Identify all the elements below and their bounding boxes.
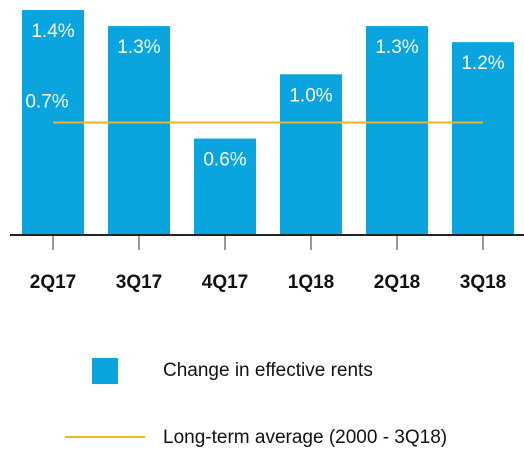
x-tick-label: 3Q17: [116, 272, 162, 293]
average-label: 0.7%: [25, 92, 68, 113]
value-label: 1.2%: [461, 53, 504, 74]
x-tick-label: 1Q18: [288, 272, 334, 293]
x-tick-label: 3Q18: [460, 272, 506, 293]
bar: [108, 26, 170, 236]
legend-label: Change in effective rents: [163, 360, 373, 381]
legend-swatch: [92, 358, 118, 384]
value-label: 1.4%: [31, 21, 74, 42]
legend-label: Long-term average (2000 - 3Q18): [163, 427, 447, 448]
bar: [280, 74, 342, 236]
bar: [194, 138, 256, 235]
value-label: 1.0%: [289, 85, 332, 106]
value-label: 0.6%: [203, 150, 246, 171]
x-tick-label: 4Q17: [202, 272, 248, 293]
x-tick-label: 2Q18: [374, 272, 420, 293]
x-tick-label: 2Q17: [30, 272, 76, 293]
bar: [366, 26, 428, 236]
bar: [452, 42, 514, 236]
value-label: 1.3%: [375, 37, 418, 58]
value-label: 1.3%: [117, 37, 160, 58]
